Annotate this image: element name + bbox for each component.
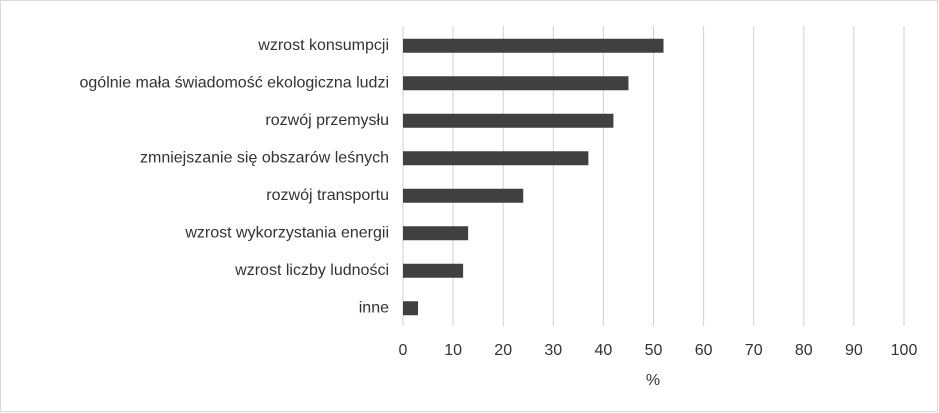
y-tick-label: rozwój transportu: [266, 187, 389, 204]
y-tick-label: zmniejszanie się obszarów leśnych: [140, 149, 389, 166]
x-tick-label: 0: [399, 342, 408, 359]
y-tick-label: wzrost konsumpcji: [257, 37, 389, 54]
x-tick-label: 60: [695, 342, 713, 359]
bar: [403, 38, 664, 53]
bar: [403, 263, 464, 278]
x-tick-label: 80: [795, 342, 813, 359]
x-tick-label: 50: [645, 342, 663, 359]
x-tick-label: 40: [595, 342, 613, 359]
y-tick-label: wzrost wykorzystania energii: [184, 224, 389, 241]
bar: [403, 151, 589, 166]
bar: [403, 188, 524, 203]
y-tick-label: rozwój przemysłu: [265, 112, 389, 129]
y-tick-label: ogólnie mała świadomość ekologiczna ludz…: [80, 74, 390, 91]
bar: [403, 76, 629, 91]
y-tick-label: inne: [359, 299, 389, 316]
y-tick-label: wzrost liczby ludności: [234, 262, 389, 279]
x-tick-label: 70: [745, 342, 763, 359]
x-tick-label: 100: [891, 342, 918, 359]
bar: [403, 113, 614, 128]
x-axis-label: %: [646, 372, 660, 389]
x-tick-label: 90: [845, 342, 863, 359]
bar: [403, 226, 469, 241]
x-tick-label: 30: [544, 342, 562, 359]
x-tick-label: 10: [444, 342, 462, 359]
x-tick-label: 20: [494, 342, 512, 359]
bar: [403, 301, 419, 316]
